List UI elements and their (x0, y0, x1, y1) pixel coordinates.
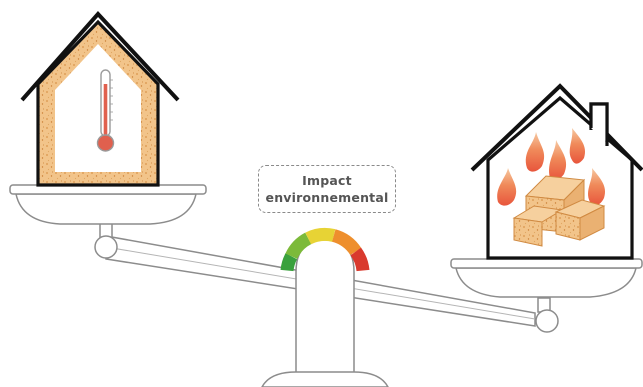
left-pan (9, 184, 207, 259)
impact-label-line2: environnemental (265, 190, 389, 205)
thermometer-icon (96, 69, 115, 152)
right-pan (450, 258, 643, 333)
insulation-blocks (512, 175, 606, 247)
impact-gauge-icon (280, 227, 370, 272)
impact-label: Impact environnemental (258, 165, 396, 213)
impact-label-line1: Impact (302, 173, 352, 188)
flame-icon (497, 128, 606, 206)
insulated-house-icon (20, 11, 180, 187)
balance-post (261, 239, 389, 387)
